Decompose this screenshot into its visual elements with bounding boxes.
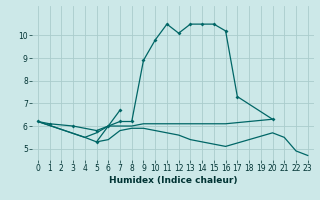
X-axis label: Humidex (Indice chaleur): Humidex (Indice chaleur) bbox=[108, 176, 237, 185]
